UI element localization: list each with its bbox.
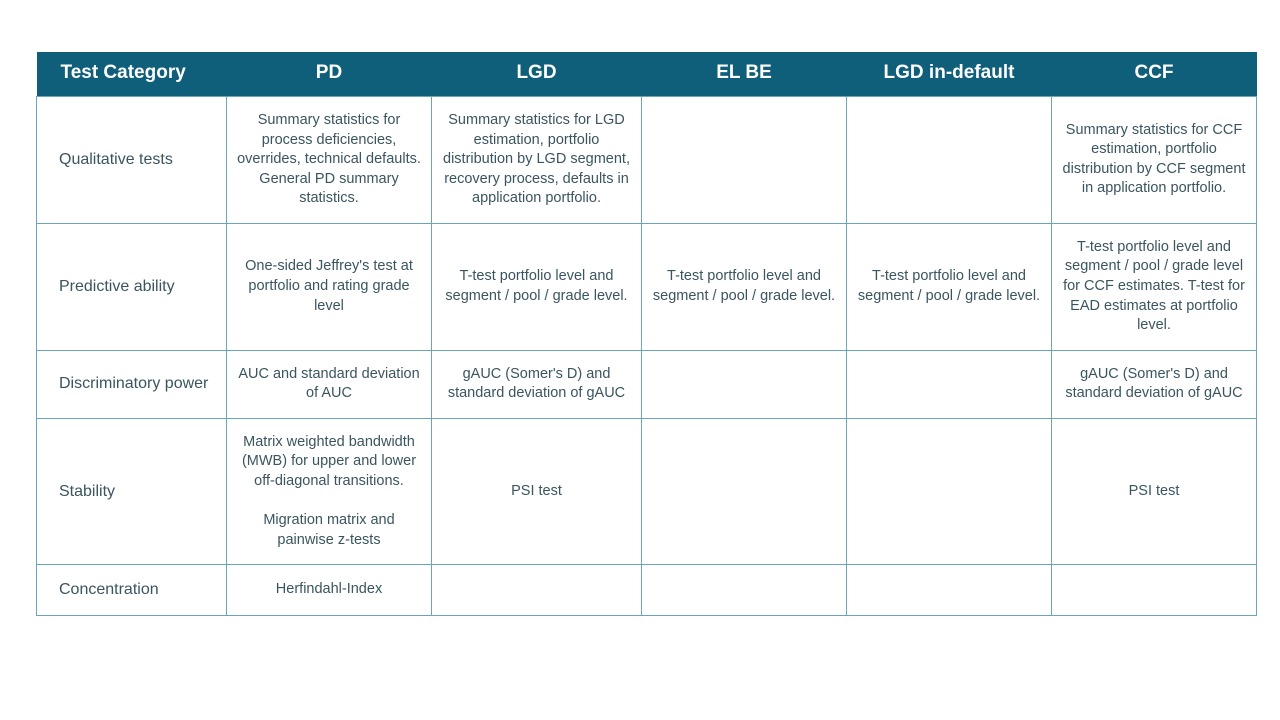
table-row: Predictive ability One-sided Jeffrey's t… — [37, 223, 1257, 350]
cell-elbe: T-test portfolio level and segment / poo… — [642, 223, 847, 350]
col-header-test-category: Test Category — [37, 52, 227, 97]
row-label-discriminatory: Discriminatory power — [37, 350, 227, 418]
row-label-qualitative: Qualitative tests — [37, 97, 227, 224]
cell-lgdd — [847, 350, 1052, 418]
cell-ccf: gAUC (Somer's D) and standard deviation … — [1052, 350, 1257, 418]
col-header-lgd: LGD — [432, 52, 642, 97]
page: Test Category PD LGD EL BE LGD in-defaul… — [0, 0, 1280, 652]
cell-lgd: gAUC (Somer's D) and standard deviation … — [432, 350, 642, 418]
row-label-predictive: Predictive ability — [37, 223, 227, 350]
cell-lgd: T-test portfolio level and segment / poo… — [432, 223, 642, 350]
cell-lgd — [432, 565, 642, 616]
row-label-stability: Stability — [37, 418, 227, 564]
col-header-el-be: EL BE — [642, 52, 847, 97]
cell-ccf — [1052, 565, 1257, 616]
cell-elbe — [642, 350, 847, 418]
table-row: Stability Matrix weighted bandwidth (MWB… — [37, 418, 1257, 564]
table-row: Concentration Herfindahl-Index — [37, 565, 1257, 616]
table-header: Test Category PD LGD EL BE LGD in-defaul… — [37, 52, 1257, 97]
cell-lgdd: T-test portfolio level and segment / poo… — [847, 223, 1052, 350]
cell-lgdd — [847, 97, 1052, 224]
cell-pd: Summary statistics for process deficienc… — [227, 97, 432, 224]
cell-elbe — [642, 97, 847, 224]
cell-lgd: Summary statistics for LGD estimation, p… — [432, 97, 642, 224]
cell-ccf: T-test portfolio level and segment / poo… — [1052, 223, 1257, 350]
col-header-ccf: CCF — [1052, 52, 1257, 97]
cell-ccf: Summary statistics for CCF estimation, p… — [1052, 97, 1257, 224]
cell-pd: AUC and standard deviation of AUC — [227, 350, 432, 418]
risk-tests-table: Test Category PD LGD EL BE LGD in-defaul… — [36, 52, 1257, 616]
cell-pd: Matrix weighted bandwidth (MWB) for uppe… — [227, 418, 432, 564]
cell-pd: One-sided Jeffrey's test at portfolio an… — [227, 223, 432, 350]
cell-elbe — [642, 565, 847, 616]
table-row: Discriminatory power AUC and standard de… — [37, 350, 1257, 418]
col-header-pd: PD — [227, 52, 432, 97]
col-header-lgd-default: LGD in-default — [847, 52, 1052, 97]
row-label-concentration: Concentration — [37, 565, 227, 616]
cell-lgdd — [847, 418, 1052, 564]
cell-lgd: PSI test — [432, 418, 642, 564]
table-row: Qualitative tests Summary statistics for… — [37, 97, 1257, 224]
table-body: Qualitative tests Summary statistics for… — [37, 97, 1257, 616]
cell-elbe — [642, 418, 847, 564]
cell-ccf: PSI test — [1052, 418, 1257, 564]
cell-lgdd — [847, 565, 1052, 616]
cell-pd: Herfindahl-Index — [227, 565, 432, 616]
